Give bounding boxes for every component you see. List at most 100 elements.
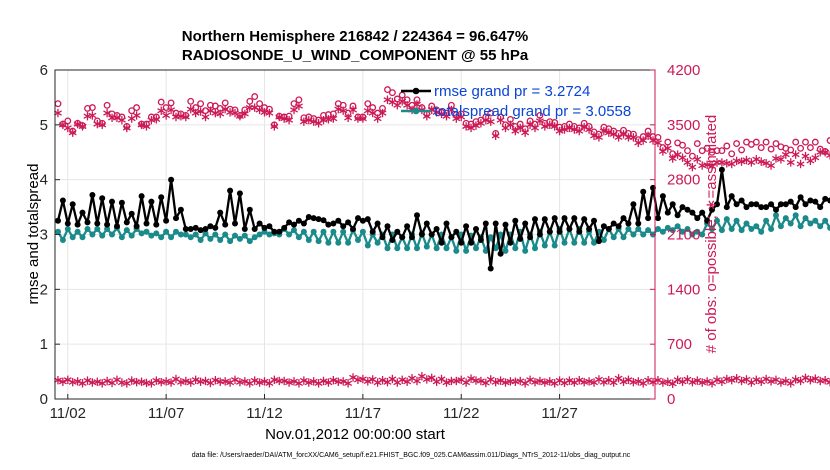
obs-assimilated-point [73,377,82,386]
totalspread-point [655,226,661,232]
obs-assimilated-point [403,101,412,110]
rmse-point [345,219,352,226]
obs-possible-point [251,93,259,101]
obs-assimilated-point [481,115,490,125]
totalspread-point [797,223,804,230]
rmse-point [787,198,794,205]
obs-assimilated-point [368,108,377,118]
obs-possible-point [197,100,205,108]
obs-assimilated-point [442,112,451,121]
rmse-point [227,187,234,194]
rmse-point [158,194,165,201]
obs-possible-point [728,150,736,158]
rmse-point [733,201,740,208]
obs-assimilated-point [811,153,820,162]
obs-assimilated-point [398,97,407,106]
totalspread-point [212,231,219,238]
obs-assimilated-point [172,112,180,122]
totalspread-point [384,245,391,252]
obs-assimilated-point [304,115,313,125]
rmse-point [802,201,809,208]
totalspread-point [728,226,735,232]
obs-assimilated-point [531,123,539,133]
totalspread-point [236,235,243,242]
rmse-point [266,223,273,230]
obs-possible-point [772,140,780,148]
rmse-point [409,234,415,241]
totalspread-point [207,235,214,242]
obs-assimilated-point [98,120,107,130]
obs-assimilated-point [776,378,785,387]
totalspread-point [182,231,189,238]
obs-assimilated-point [53,376,62,385]
rmse-point [182,226,189,232]
obs-possible-point [797,144,805,152]
rmse-point [443,220,450,227]
y-tick-label-left: 3 [40,227,48,244]
obs-assimilated-point [353,375,362,385]
obs-assimilated-point [762,374,771,384]
obs-assimilated-point [132,111,141,120]
totalspread-point [305,237,312,243]
obs-assimilated-point [737,157,746,166]
obs-assimilated-point [201,112,210,122]
x-tick-label: 11/07 [148,405,184,422]
obs-assimilated-point [349,105,358,115]
obs-assimilated-point [752,155,761,164]
totalspread-point [591,239,597,246]
obs-assimilated-point [668,154,677,163]
totalspread-point [625,226,632,232]
y-tick-label-left: 0 [40,391,48,408]
obs-assimilated-point [211,108,220,118]
obs-assimilated-point [88,111,97,120]
obs-assimilated-point [698,161,707,170]
rmse-point [109,198,115,205]
rmse-point [394,228,401,235]
obs-assimilated-point [801,373,810,383]
totalspread-point [669,227,676,234]
totalspread-point [138,230,145,237]
totalspread-point [118,234,125,241]
rmse-point [163,217,170,224]
obs-assimilated-point [712,375,721,385]
obs-assimilated-point [698,378,707,387]
totalspread-point [168,234,175,241]
rmse-point [718,166,725,173]
y-axis-label-left: rmse and totalspread [25,164,42,305]
obs-assimilated-point [329,114,338,123]
obs-assimilated-point [280,376,289,386]
obs-assimilated-point [462,378,471,387]
obs-possible-point [713,147,721,155]
totalspread-point [192,231,199,238]
chart-title: Northern Hemisphere 216842 / 224364 = 96… [182,28,528,45]
obs-assimilated-point [604,128,613,137]
obs-assimilated-point [575,126,584,136]
y-tick-label-right: 700 [667,336,692,353]
footer-data-file: data file: /Users/raeder/DAI/ATM_forcXX/… [192,452,631,459]
obs-assimilated-point [491,377,500,387]
rmse-point [723,204,730,211]
totalspread-point [758,228,765,235]
totalspread-point [359,228,366,235]
rmse-point [477,237,484,243]
totalspread-point [414,245,420,252]
rmse-point [271,228,278,235]
obs-possible-point [688,152,696,160]
totalspread-point [684,226,691,232]
totalspread-point [202,230,209,237]
obs-assimilated-point [127,376,136,385]
obs-assimilated-point [688,162,697,172]
obs-assimilated-point [575,376,584,385]
rmse-point [74,221,81,228]
rmse-point [822,195,829,202]
obs-assimilated-point [565,376,574,385]
totalspread-point [325,239,332,246]
obs-assimilated-point [737,376,746,386]
rmse-point [517,235,524,242]
obs-assimilated-point [816,376,825,386]
obs-assimilated-point [290,377,298,386]
rmse-point [536,231,543,238]
y-tick-label-right: 2800 [667,172,700,189]
obs-assimilated-point [83,376,92,385]
totalspread-point [802,215,809,222]
